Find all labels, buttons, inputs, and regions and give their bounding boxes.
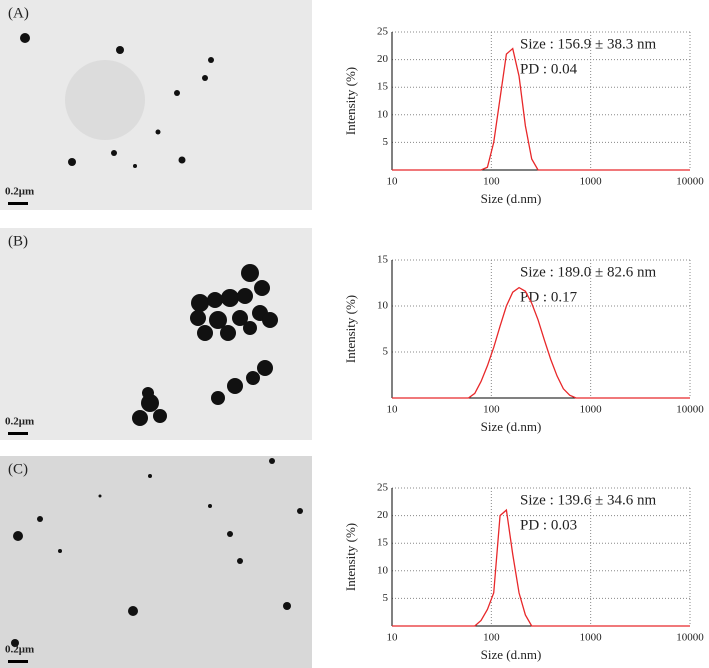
y-tick-label: 5: [383, 346, 389, 358]
particle: [227, 531, 233, 537]
x-axis-label: Size (d.nm): [481, 191, 542, 206]
particle: [269, 458, 275, 464]
y-tick-label: 5: [383, 592, 389, 604]
x-tick-label: 10: [387, 632, 399, 644]
annotation: Size : 156.9 ± 38.3 nm: [520, 36, 656, 52]
annotation: PD : 0.04: [520, 61, 578, 77]
particle: [13, 531, 23, 541]
series-line: [392, 286, 690, 399]
particle: [191, 294, 209, 312]
y-tick-label: 10: [377, 564, 389, 576]
particle: [237, 558, 243, 564]
annotation: PD : 0.03: [520, 517, 577, 533]
panel-label: (B): [8, 233, 28, 249]
particle: [174, 90, 180, 96]
x-tick-label: 10: [387, 176, 399, 188]
y-tick-label: 15: [377, 81, 389, 93]
particle: [190, 310, 206, 326]
y-tick-label: 25: [377, 26, 389, 38]
y-tick-label: 20: [377, 53, 389, 65]
x-tick-label: 1000: [580, 632, 603, 644]
x-tick-label: 10: [387, 404, 399, 416]
particle: [68, 158, 76, 166]
micrograph: [0, 0, 312, 210]
x-axis-label: Size (d.nm): [481, 419, 542, 434]
particle: [254, 280, 270, 296]
x-tick-label: 100: [483, 404, 500, 416]
particle: [207, 292, 223, 308]
particle: [257, 360, 273, 376]
particle: [132, 410, 148, 426]
particle: [178, 156, 186, 164]
particle: [208, 504, 212, 508]
y-tick-label: 20: [377, 509, 389, 521]
particle: [98, 494, 102, 498]
panel-label: (A): [8, 5, 29, 21]
particle: [246, 371, 260, 385]
particle: [133, 164, 137, 168]
particle: [297, 508, 303, 514]
particle: [37, 516, 43, 522]
annotation: Size : 189.0 ± 82.6 nm: [520, 264, 656, 280]
y-tick-label: 5: [383, 136, 389, 148]
x-tick-label: 10000: [676, 176, 704, 188]
scale-bar: [8, 202, 28, 205]
particle: [116, 46, 124, 54]
y-tick-label: 15: [377, 254, 389, 266]
particle: [232, 310, 248, 326]
particle: [111, 150, 117, 156]
y-tick-label: 10: [377, 300, 389, 312]
particle: [237, 288, 253, 304]
particle: [227, 378, 243, 394]
series-line: [392, 47, 690, 171]
annotation: PD : 0.17: [520, 289, 578, 305]
x-tick-label: 1000: [580, 404, 603, 416]
particle: [197, 325, 213, 341]
x-axis-label: Size (d.nm): [481, 647, 542, 662]
x-tick-label: 100: [483, 176, 500, 188]
panel-label: (C): [8, 461, 28, 477]
y-axis-label: Intensity (%): [343, 67, 358, 135]
particle: [262, 312, 278, 328]
particle: [20, 33, 30, 43]
annotation: Size : 139.6 ± 34.6 nm: [520, 492, 656, 508]
particle: [11, 639, 19, 647]
particle: [211, 391, 225, 405]
particle: [202, 75, 208, 81]
scale-bar: [8, 660, 28, 663]
scale-bar: [8, 432, 28, 435]
particle: [221, 289, 239, 307]
particle: [128, 606, 138, 616]
particle: [209, 311, 227, 329]
particle: [58, 549, 62, 553]
particle: [241, 264, 259, 282]
y-axis-label: Intensity (%): [343, 295, 358, 363]
haze: [65, 60, 145, 140]
scale-bar-label: 0.2μm: [5, 416, 34, 428]
y-tick-label: 25: [377, 482, 389, 494]
series-line: [392, 508, 690, 627]
x-tick-label: 1000: [580, 176, 603, 188]
particle: [141, 394, 159, 412]
x-tick-label: 10000: [676, 632, 704, 644]
y-tick-label: 10: [377, 108, 389, 120]
particle: [153, 409, 167, 423]
x-tick-label: 10000: [676, 404, 704, 416]
particle: [155, 129, 161, 135]
particle: [220, 325, 236, 341]
x-tick-label: 100: [483, 632, 500, 644]
micrograph: [0, 456, 312, 668]
particle: [148, 474, 152, 478]
particle: [208, 57, 214, 63]
particle: [243, 321, 257, 335]
y-tick-label: 15: [377, 537, 389, 549]
scale-bar-label: 0.2μm: [5, 186, 34, 198]
particle: [283, 602, 291, 610]
scale-bar-label: 0.2μm: [5, 644, 34, 656]
y-axis-label: Intensity (%): [343, 523, 358, 591]
particle: [142, 387, 154, 399]
